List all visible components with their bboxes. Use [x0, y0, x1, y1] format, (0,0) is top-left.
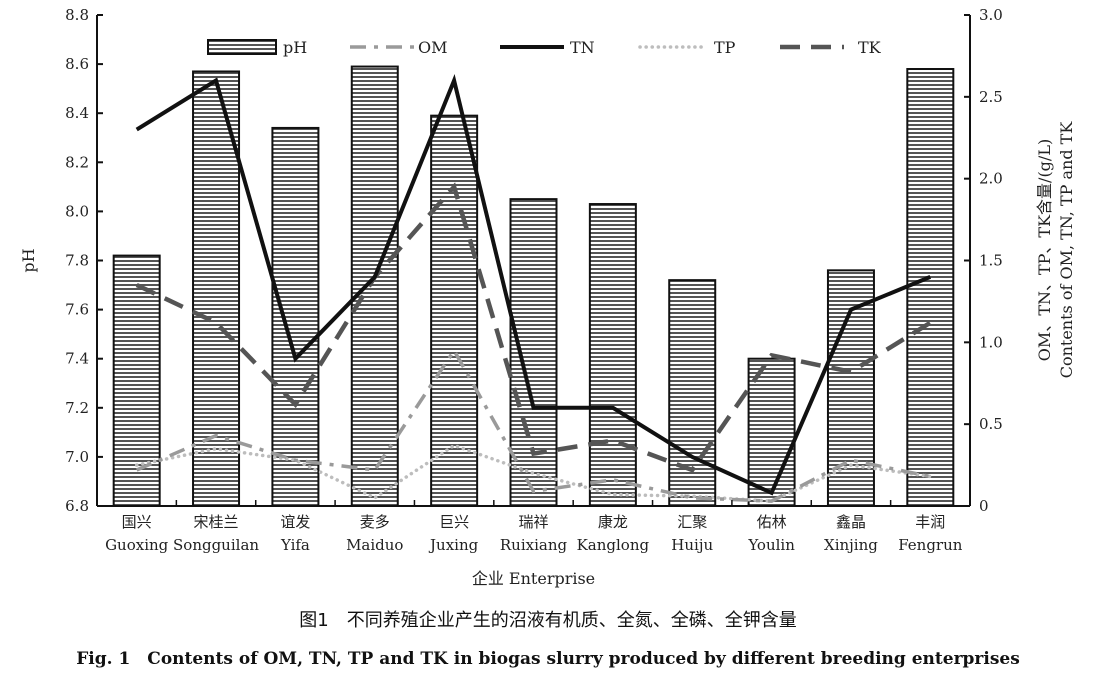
bar-ph-3: [350, 65, 399, 508]
y-left-tick-label-8: 8.4: [65, 104, 89, 122]
figure-caption-en: Fig. 1 Contents of OM, TN, TP and TK in …: [76, 649, 1020, 669]
y-right-axis-title-cn: OM、TN、TP、TK含量/(g/L): [1035, 139, 1054, 361]
bar-ph-6: [588, 203, 637, 507]
x-tick-label-en-5: Ruixiang: [500, 536, 568, 554]
bar-ph-1: [192, 70, 241, 507]
y-left-tick-label-7: 8.2: [65, 153, 89, 171]
y-right-tick-label-0: 0: [979, 497, 989, 515]
x-tick-label-en-2: Yifa: [280, 536, 310, 554]
bar-ph-4: [430, 114, 479, 507]
y-left-tick-label-0: 6.8: [65, 497, 89, 515]
x-tick-label-cn-8: 佑林: [757, 513, 787, 531]
y-left-tick-label-1: 7.0: [65, 448, 89, 466]
y-left-tick-label-3: 7.4: [65, 350, 89, 368]
chart: 6.8 7.0 7.2 7.4 7.6 7.8 8.0 8.2 8.4 8.6 8.8 0 0.5 1.0…: [19, 6, 1076, 588]
bar-layer: [112, 65, 955, 508]
x-tick-label-cn-1: 宋桂兰: [194, 513, 239, 531]
line-om: [136, 347, 931, 503]
bar-ph-10: [906, 68, 955, 507]
x-tick-label-cn-4: 巨兴: [439, 513, 469, 531]
y-right-tick-label-2: 1.0: [979, 333, 1003, 351]
legend-label-tp: TP: [714, 38, 736, 57]
x-tick-label-cn-6: 康龙: [598, 513, 628, 531]
x-tick-label-en-8: Youlin: [747, 536, 795, 554]
x-tick-label-en-3: Maiduo: [346, 536, 403, 554]
x-tick-label-cn-2: 谊发: [280, 513, 310, 531]
line-tn: [135, 73, 932, 496]
figure-caption-cn: 图1 不同养殖企业产生的沼液有机质、全氮、全磷、全钾含量: [299, 610, 797, 631]
axes-layer: 6.8 7.0 7.2 7.4 7.6 7.8 8.0 8.2 8.4 8.6 8.8 0 0.5 1.0…: [19, 6, 1076, 588]
y-right-tick-label-6: 3.0: [979, 6, 1003, 24]
y-right-tick-label-4: 2.0: [979, 170, 1003, 188]
legend-swatch-ph: [207, 39, 277, 55]
line-layer: [134, 73, 933, 503]
legend-label-tn: TN: [570, 38, 595, 57]
x-tick-label-en-10: Fengrun: [898, 536, 963, 554]
x-tick-label-en-6: Kanglong: [577, 536, 650, 554]
legend-label-tk: TK: [858, 38, 882, 57]
legend-label-om: OM: [418, 38, 448, 57]
bar-ph-9: [826, 269, 875, 507]
x-tick-label-cn-7: 汇聚: [677, 513, 707, 531]
y-left-tick-label-5: 7.8: [65, 252, 89, 270]
x-tick-label-cn-10: 丰润: [915, 513, 945, 531]
line-tk: [135, 182, 932, 473]
y-right-tick-label-3: 1.5: [979, 252, 1003, 270]
y-right-tick-label-1: 0.5: [979, 415, 1003, 433]
legend: pH OM TN TP TK: [207, 38, 882, 57]
y-left-tick-label-9: 8.6: [65, 55, 89, 73]
y-left-tick-label-2: 7.2: [65, 399, 89, 417]
x-tick-label-en-0: Guoxing: [105, 536, 169, 554]
x-tick-label-en-1: Songguilan: [173, 536, 259, 554]
y-right-axis-title-en: Contents of OM, TN, TP and TK: [1057, 121, 1076, 379]
y-left-tick-label-6: 8.0: [65, 202, 89, 220]
x-tick-label-en-4: Juxing: [428, 536, 479, 554]
x-tick-label-en-9: Xinjing: [824, 536, 878, 554]
legend-label-ph: pH: [283, 38, 307, 57]
x-tick-label-cn-3: 麦多: [360, 513, 390, 531]
x-tick-label-cn-5: 瑞祥: [518, 513, 548, 531]
y-right-tick-label-5: 2.5: [979, 88, 1003, 106]
bar-ph-2: [271, 126, 320, 508]
y-left-tick-label-4: 7.6: [65, 301, 89, 319]
x-tick-label-cn-0: 国兴: [122, 513, 152, 531]
x-axis-title: 企业 Enterprise: [472, 569, 595, 588]
x-tick-label-cn-9: 鑫晶: [836, 513, 866, 531]
y-left-tick-label-10: 8.8: [65, 6, 89, 24]
x-tick-label-en-7: Huiju: [671, 536, 713, 554]
y-left-axis-title: pH: [19, 248, 38, 272]
line-tp: [134, 443, 933, 503]
